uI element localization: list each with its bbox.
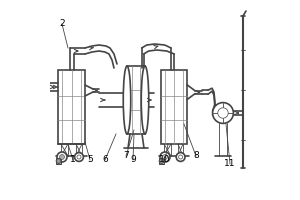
Circle shape [77,155,81,159]
Circle shape [159,159,164,163]
Circle shape [176,153,185,161]
Bar [159,158,164,164]
Circle shape [160,152,170,162]
Text: 5: 5 [87,156,93,164]
Bar [58,70,85,144]
Circle shape [61,156,63,158]
Text: 8: 8 [193,152,199,160]
Bar [127,66,145,134]
Circle shape [57,152,67,162]
Text: 2: 2 [59,20,65,28]
Circle shape [75,153,83,161]
Text: 11: 11 [224,160,236,168]
Text: 10: 10 [159,156,171,164]
Circle shape [56,159,61,163]
Text: 6: 6 [102,156,108,164]
Circle shape [164,156,166,158]
Ellipse shape [123,66,131,134]
Text: 7: 7 [123,152,129,160]
Text: 1: 1 [70,156,76,164]
Circle shape [163,155,167,159]
Bar [56,158,61,164]
Circle shape [213,103,233,123]
Ellipse shape [141,66,149,134]
Bar [161,70,187,144]
Text: 9: 9 [130,156,136,164]
Circle shape [60,155,64,159]
Circle shape [218,108,228,118]
Circle shape [178,155,183,159]
